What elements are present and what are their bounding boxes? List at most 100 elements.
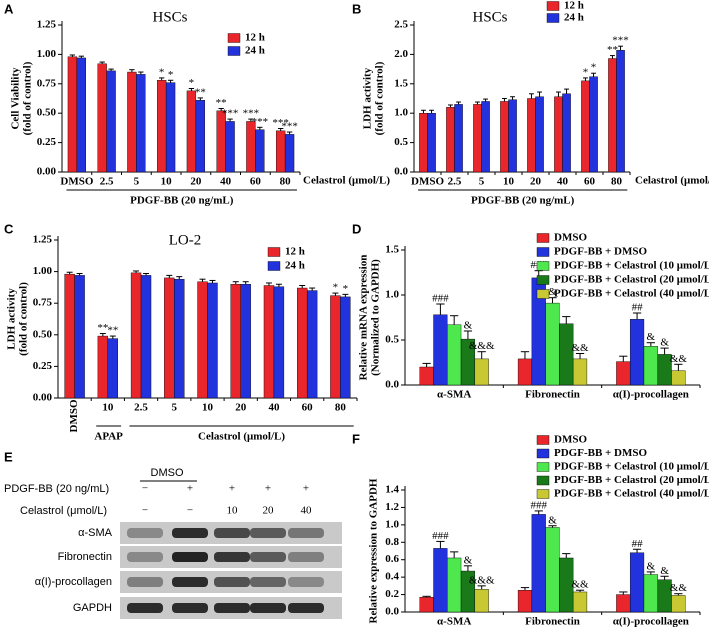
significance-label: *** xyxy=(612,35,629,47)
x-tick-label: 5 xyxy=(134,176,140,188)
y-tick-label: 0.00 xyxy=(37,166,57,178)
legend-label: PDGF-BB + Celastrol (40 μmol/L) xyxy=(554,288,709,300)
pdgf-lane: + xyxy=(303,483,309,495)
bar xyxy=(197,281,208,399)
x-tick-label: 2.5 xyxy=(134,402,148,414)
y-tick-label: 0.4 xyxy=(385,571,399,583)
y-axis-label: (fold of control) xyxy=(18,282,30,356)
significance-label: & xyxy=(647,560,656,572)
celastrol-lane: 10 xyxy=(227,505,239,517)
legend-label: PDGF-BB + Celastrol (20 μmol/L) xyxy=(554,474,709,486)
legend-swatch xyxy=(536,435,550,445)
pdgf-lane: + xyxy=(187,483,193,495)
x-axis-label: Celastrol (μmol/L) xyxy=(303,175,390,187)
y-tick-label: 1.4 xyxy=(385,484,399,496)
legend-swatch xyxy=(536,489,550,499)
blot-row-label: α(I)-procollagen xyxy=(35,576,112,588)
blot-band xyxy=(172,603,208,613)
bar xyxy=(433,548,448,613)
significance-label: * xyxy=(591,62,597,74)
y-tick-label: 0.5 xyxy=(394,136,408,148)
x-tick-label: 60 xyxy=(584,176,596,188)
x-tick-label: α-SMA xyxy=(437,616,471,628)
bar xyxy=(454,104,463,173)
blot-band xyxy=(172,577,208,587)
bar xyxy=(186,90,197,173)
y-tick-label: 0.75 xyxy=(33,297,53,309)
y-tick-label: 2.0 xyxy=(394,48,408,60)
legend-label: PDGF-BB + DMSO xyxy=(554,447,647,459)
bar xyxy=(419,112,428,173)
bar xyxy=(64,273,75,399)
significance-label: ** xyxy=(97,322,108,334)
bar xyxy=(447,324,462,386)
bar xyxy=(517,358,533,386)
bar xyxy=(74,275,85,399)
pdgf-lane: − xyxy=(142,483,148,495)
legend-label: DMSO xyxy=(554,232,587,244)
legend-swatch xyxy=(536,289,550,299)
blot-band xyxy=(214,603,250,613)
y-tick-label: 1.5 xyxy=(394,77,408,89)
significance-label: ** xyxy=(216,97,227,109)
significance-label: ### xyxy=(530,499,547,511)
significance-label: *** xyxy=(222,108,239,120)
bar xyxy=(474,358,489,386)
bar xyxy=(263,285,275,399)
y-axis-label: (fold of control) xyxy=(22,61,34,135)
y-axis-label: Relative expression to GAPDH xyxy=(368,478,380,623)
bar xyxy=(562,93,571,173)
x-tick-label: 5 xyxy=(479,176,485,188)
significance-label: & xyxy=(548,514,557,526)
y-tick-label: 0.50 xyxy=(37,107,57,119)
significance-label: && xyxy=(670,582,688,594)
y-tick-label: 1.2 xyxy=(385,501,399,513)
legend-label: PDGF-BB + Celastrol (10 μmol/L) xyxy=(554,260,709,272)
legend-swatch xyxy=(536,261,550,271)
bar xyxy=(629,552,645,613)
blot-band xyxy=(172,528,208,538)
legend-label: DMSO xyxy=(554,434,587,446)
bar xyxy=(446,107,455,173)
legend-label: PDGF-BB + DMSO xyxy=(554,246,647,258)
bar xyxy=(589,76,598,173)
bar xyxy=(427,112,436,173)
significance-label: ** xyxy=(107,325,118,337)
bar xyxy=(559,323,574,386)
significance-label: & xyxy=(660,565,669,577)
celastrol-lane: − xyxy=(187,505,193,517)
bar xyxy=(284,134,295,173)
x-tick-label: 2.5 xyxy=(448,176,462,188)
blot-band xyxy=(250,603,286,613)
y-axis-label: (fold of control) xyxy=(374,61,386,135)
significance-label: *** xyxy=(243,108,260,120)
blot-band xyxy=(127,528,163,538)
bar xyxy=(481,101,490,173)
chart-panel: F 0.0 0.2 0.4 0.6 0.8 1.0 1.2 1.4 Relative expres… xyxy=(352,431,709,627)
bar xyxy=(273,286,285,399)
blot-band xyxy=(214,528,250,538)
bar xyxy=(246,121,256,173)
significance-label: ## xyxy=(632,302,644,314)
x-tick-label: Fibronectin xyxy=(525,616,580,628)
significance-label: & xyxy=(660,337,669,349)
legend-swatch xyxy=(536,233,550,243)
significance-label: ### xyxy=(432,293,449,305)
legend-label: 24 h xyxy=(285,260,305,272)
y-tick-label: 1.0 xyxy=(385,289,399,301)
celastrol-label: Celastrol (μmol/L) xyxy=(20,505,107,517)
chart-panel: C LO-2 0.00 0.25 0.50 0.75 1.00 1.25 LDH activit… xyxy=(4,221,358,443)
bar xyxy=(671,595,686,613)
y-tick-label: 1.0 xyxy=(385,518,399,530)
blot-band xyxy=(288,577,324,587)
y-tick-label: 0.8 xyxy=(385,536,399,548)
y-tick-label: 1.00 xyxy=(37,48,57,60)
significance-label: * xyxy=(159,66,165,78)
panel-letter: E xyxy=(4,449,13,464)
pdgf-lane: + xyxy=(229,483,235,495)
significance-label: && xyxy=(571,579,589,591)
celastrol-lane: 40 xyxy=(301,505,313,517)
y-tick-label: 0.2 xyxy=(385,588,399,600)
bar xyxy=(643,346,658,386)
